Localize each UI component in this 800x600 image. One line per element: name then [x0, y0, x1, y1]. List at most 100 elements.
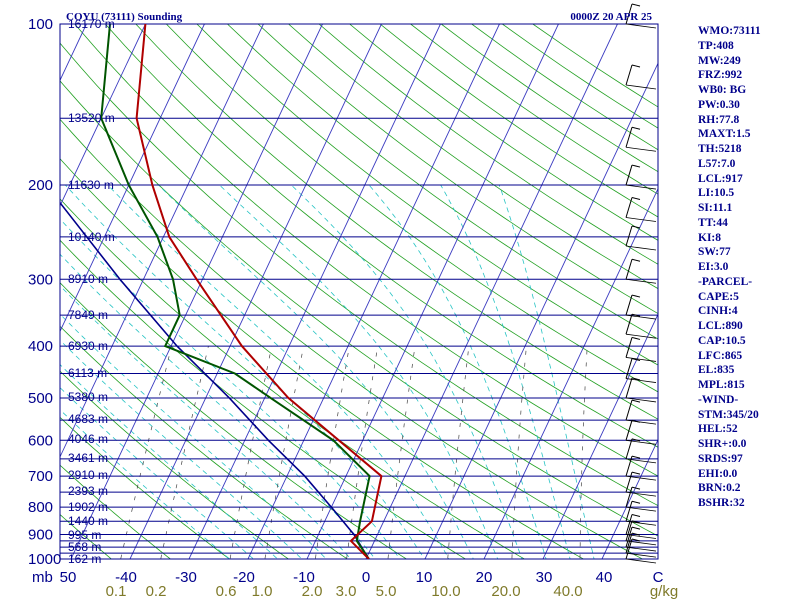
mixing-ratio-line [579, 346, 588, 559]
wind-barb-shaft [625, 378, 657, 383]
pressure-tick-label: 300 [28, 271, 53, 288]
wind-barb-shaft [625, 84, 657, 90]
moist-adiabat [60, 313, 327, 559]
isotherm [542, 313, 658, 559]
height-label: 162 m [68, 552, 101, 566]
mixing-ratio-tick-label: 0.2 [146, 583, 167, 600]
height-label: 10140 m [68, 230, 115, 244]
moist-adiabat [60, 253, 376, 559]
mixing-ratio-tick-label: 20.0 [491, 583, 520, 600]
wind-barb [625, 472, 633, 493]
wind-barb-flag [631, 294, 641, 298]
wind-barb [625, 532, 633, 554]
wind-barb-flag [631, 520, 641, 524]
isotherm [483, 187, 658, 559]
dry-adiabat [60, 282, 408, 559]
dry-adiabat [60, 80, 658, 537]
wind-barb [625, 520, 633, 542]
index-item: LFC:865 [698, 349, 743, 362]
dry-adiabat [60, 416, 231, 559]
wind-barb [625, 294, 633, 316]
index-item: WMO:73111 [698, 25, 761, 37]
wind-barb-shaft [625, 314, 657, 320]
isotherm [424, 62, 658, 559]
dry-adiabat [318, 24, 658, 265]
height-label: 995 m [68, 528, 101, 542]
temperature-tick-label: -10 [293, 569, 315, 586]
temperature-trace [135, 24, 383, 559]
wind-barb-shaft [625, 491, 657, 497]
height-label: 13520 m [68, 111, 115, 125]
index-item: L57:7.0 [698, 157, 736, 170]
wind-barb-flag [631, 538, 641, 542]
mixing-ratio-line [264, 346, 304, 559]
wind-barb-flag [631, 164, 641, 168]
moist-adiabat [291, 184, 523, 559]
index-item: LI:10.5 [698, 187, 735, 200]
mixing-ratio-line [229, 346, 273, 559]
mixing-ratio-line [315, 346, 350, 559]
wind-barb-shaft [625, 419, 657, 425]
wind-barb-shaft [625, 520, 657, 526]
wind-barb-shaft [625, 333, 657, 339]
pressure-tick-label: 900 [28, 527, 53, 544]
wind-barb-shaft [625, 146, 657, 152]
temperature-tick-label: -30 [175, 569, 197, 586]
wind-barb-shaft [625, 558, 657, 564]
index-item: -PARCEL- [698, 275, 753, 288]
temperature-tick-label: 10 [416, 569, 433, 586]
isotherms [60, 24, 658, 559]
wind-barb [625, 127, 633, 148]
mixing-ratio-tick-label: 0.6 [216, 583, 237, 600]
parcel-trace [60, 201, 370, 559]
dry-adiabat [74, 24, 658, 477]
wind-barb-flag [631, 377, 641, 381]
isotherm [129, 24, 382, 559]
wind-barb-flag [631, 438, 641, 442]
pressure-tick-label: 500 [28, 390, 53, 407]
station-title: COYU (73111) Sounding [66, 11, 183, 23]
moist-adiabat [368, 184, 547, 559]
dry-adiabat [196, 24, 658, 366]
wind-barb [625, 358, 633, 379]
pressure-tick-label: 200 [28, 177, 53, 194]
index-item: EL:835 [698, 364, 735, 377]
moist-adiabat [219, 184, 499, 559]
index-item: LCL:917 [698, 172, 743, 185]
wind-barb [625, 164, 633, 186]
wind-barb [625, 538, 633, 560]
temperature-tick-label: 40 [596, 569, 613, 586]
wind-barb-flag [631, 3, 641, 7]
wind-barb-flag [631, 471, 641, 475]
height-label: 2393 m [68, 484, 108, 498]
mixing-ratio-tick-label: 2.0 [302, 583, 323, 600]
wind-barb [625, 487, 633, 508]
dry-adiabat [105, 24, 658, 448]
index-item: CINH:4 [698, 305, 738, 318]
wind-barb-shaft [625, 245, 657, 251]
wind-barb-flag [631, 419, 641, 423]
dry-adiabats [60, 24, 658, 559]
wind-barb-shaft [625, 397, 657, 403]
wind-barb [625, 197, 633, 218]
dry-adiabat [60, 325, 349, 559]
index-item: BSHR:32 [698, 497, 745, 509]
dry-adiabat [60, 464, 172, 559]
wind-barb-flag [631, 313, 641, 317]
mixing-ratio-line [346, 346, 379, 559]
moist-adiabat [60, 339, 303, 559]
dry-adiabat [60, 158, 585, 559]
mixing-ratio-tick-label: 1.0 [252, 583, 273, 600]
moist-adiabat [158, 184, 474, 559]
pressure-unit-label: mb [32, 569, 53, 586]
isotherm [247, 24, 500, 559]
wind-barb-flag [631, 225, 641, 229]
index-item: SHR+:0.0 [698, 438, 747, 450]
wind-barb-shaft [625, 552, 657, 558]
mixing-ratio-tick-label: 10.0 [431, 583, 460, 600]
isotherm [60, 24, 205, 333]
height-label: 1902 m [68, 500, 108, 514]
wind-barb [625, 514, 633, 535]
wind-barb [625, 501, 633, 522]
mixing-ratio-tick-label: 5.0 [376, 583, 397, 600]
